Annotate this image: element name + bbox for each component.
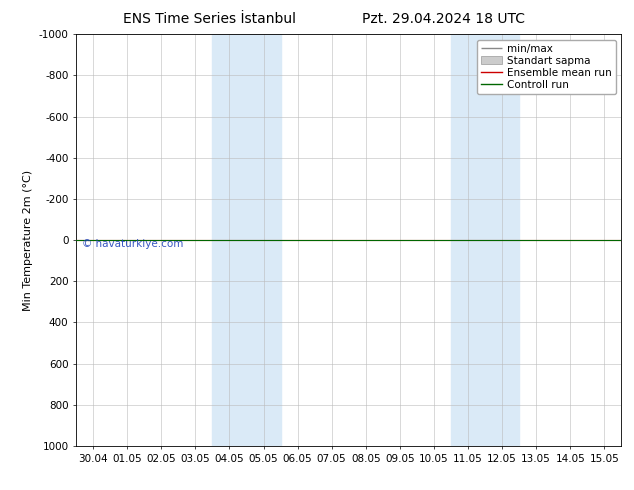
Text: Pzt. 29.04.2024 18 UTC: Pzt. 29.04.2024 18 UTC [362,12,526,26]
Text: © havaturkiye.com: © havaturkiye.com [82,239,183,249]
Legend: min/max, Standart sapma, Ensemble mean run, Controll run: min/max, Standart sapma, Ensemble mean r… [477,40,616,94]
Bar [212,34,247,446]
Text: ENS Time Series İstanbul: ENS Time Series İstanbul [123,12,295,26]
Bar [485,34,519,446]
Y-axis label: Min Temperature 2m (°C): Min Temperature 2m (°C) [23,170,33,311]
Bar [451,34,485,446]
Bar [247,34,280,446]
